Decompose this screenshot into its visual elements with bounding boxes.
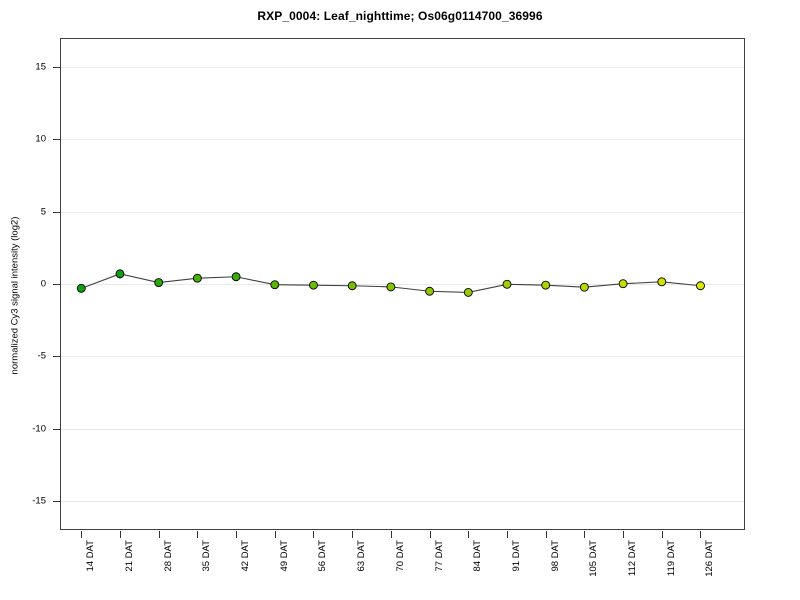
y-tick-mark bbox=[53, 284, 60, 285]
x-tick-mark bbox=[700, 531, 702, 538]
x-tick-mark bbox=[623, 531, 625, 538]
gridline-y bbox=[61, 211, 744, 213]
y-tick-label: 15 bbox=[35, 61, 46, 73]
y-tick-label: -5 bbox=[37, 350, 46, 362]
x-tick-mark bbox=[390, 531, 392, 538]
x-tick-mark bbox=[584, 531, 586, 538]
x-tick-mark bbox=[158, 531, 160, 538]
x-tick-mark bbox=[119, 531, 121, 538]
x-tick-label: 28 DAT bbox=[162, 540, 174, 572]
gridline-y bbox=[61, 501, 744, 503]
x-tick-label: 77 DAT bbox=[433, 540, 445, 572]
x-tick-label: 63 DAT bbox=[356, 540, 368, 572]
x-tick-mark bbox=[197, 531, 199, 538]
x-tick-label: 84 DAT bbox=[472, 540, 484, 572]
y-tick-mark bbox=[53, 356, 60, 358]
y-tick-label: 0 bbox=[40, 278, 46, 290]
y-tick-mark bbox=[53, 501, 60, 503]
x-tick-mark bbox=[429, 531, 431, 538]
y-tick-mark bbox=[53, 139, 60, 141]
x-tick-label: 35 DAT bbox=[201, 540, 213, 572]
x-tick-label: 14 DAT bbox=[85, 540, 97, 572]
x-tick-label: 126 DAT bbox=[704, 540, 716, 577]
x-tick-label: 70 DAT bbox=[394, 540, 406, 572]
x-tick-label: 42 DAT bbox=[240, 540, 252, 572]
y-tick-mark bbox=[53, 66, 60, 68]
gridline-y bbox=[61, 139, 744, 141]
gridline-y bbox=[61, 356, 744, 358]
gridline-y bbox=[61, 66, 744, 68]
x-tick-mark bbox=[313, 531, 315, 538]
x-tick-label: 49 DAT bbox=[278, 540, 290, 572]
x-tick-mark bbox=[545, 531, 547, 538]
y-tick-label: -10 bbox=[32, 423, 46, 435]
x-tick-label: 21 DAT bbox=[123, 540, 135, 572]
x-tick-label: 105 DAT bbox=[588, 540, 600, 577]
x-tick-label: 112 DAT bbox=[627, 540, 639, 577]
gridline-y bbox=[61, 284, 744, 285]
x-tick-mark bbox=[352, 531, 354, 538]
y-tick-label: 5 bbox=[40, 206, 46, 218]
y-tick-label: 10 bbox=[35, 133, 46, 145]
x-tick-mark bbox=[274, 531, 276, 538]
chart-title: RXP_0004: Leaf_nighttime; Os06g0114700_3… bbox=[257, 9, 543, 23]
x-tick-mark bbox=[468, 531, 470, 538]
x-tick-label: 91 DAT bbox=[510, 540, 522, 572]
plot-area bbox=[60, 38, 745, 530]
y-axis-title: normalized Cy3 signal intensity (log2) bbox=[9, 216, 21, 375]
x-tick-mark bbox=[236, 531, 238, 538]
x-tick-label: 56 DAT bbox=[317, 540, 329, 572]
x-tick-mark bbox=[81, 531, 83, 538]
x-tick-label: 119 DAT bbox=[665, 540, 677, 577]
y-tick-label: -15 bbox=[32, 495, 46, 507]
x-tick-mark bbox=[661, 531, 663, 538]
x-tick-mark bbox=[506, 531, 508, 538]
y-tick-mark bbox=[53, 211, 60, 213]
y-tick-mark bbox=[53, 428, 60, 430]
x-tick-label: 98 DAT bbox=[549, 540, 561, 572]
gridline-y bbox=[61, 428, 744, 430]
